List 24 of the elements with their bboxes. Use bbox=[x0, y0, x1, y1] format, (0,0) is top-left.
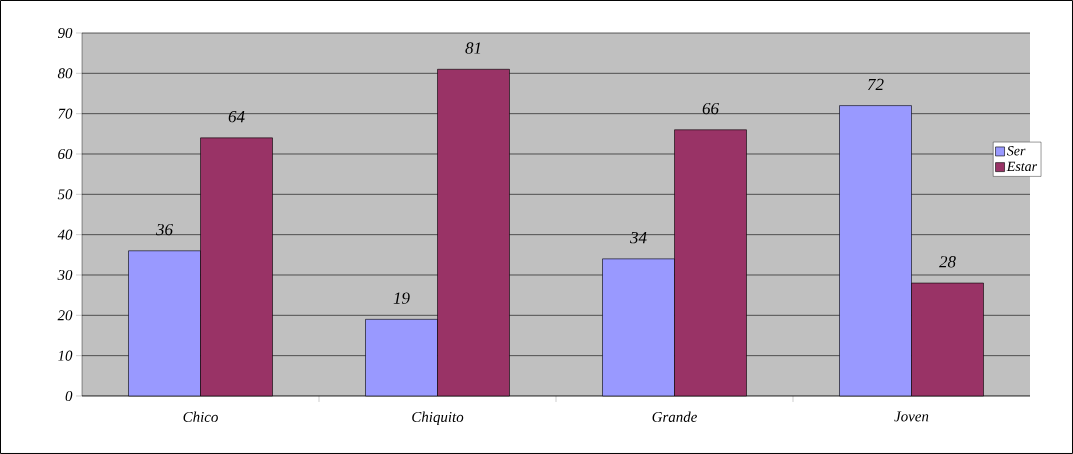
y-tick-label: 70 bbox=[58, 108, 73, 119]
y-tick-label: 10 bbox=[58, 350, 73, 361]
data-label: 34 bbox=[630, 231, 647, 244]
y-tick-label: 40 bbox=[57, 229, 73, 240]
x-tick-label: Grande bbox=[652, 411, 697, 423]
y-tick-label: 0 bbox=[65, 390, 73, 402]
data-label: 66 bbox=[702, 102, 719, 115]
y-tick-label: 80 bbox=[57, 68, 73, 79]
legend-label: Ser bbox=[1006, 146, 1026, 156]
y-tick-label: 90 bbox=[57, 27, 73, 39]
x-tick-label: Chiquito bbox=[412, 411, 464, 426]
data-label: 19 bbox=[393, 292, 410, 304]
y-tick-label: 50 bbox=[57, 189, 73, 200]
x-tick-label: Joven bbox=[894, 411, 929, 422]
y-tick-label: 60 bbox=[58, 148, 73, 160]
data-label: 64 bbox=[228, 110, 245, 123]
data-label: 72 bbox=[868, 78, 884, 91]
y-tick-label: 30 bbox=[57, 269, 73, 281]
y-tick-label: 20 bbox=[57, 310, 73, 321]
x-tick-label: Chico bbox=[183, 411, 218, 423]
legend-label: Estar bbox=[1006, 161, 1038, 172]
data-label: 36 bbox=[156, 223, 173, 236]
data-label: 81 bbox=[465, 42, 481, 54]
data-label: 28 bbox=[939, 256, 956, 268]
